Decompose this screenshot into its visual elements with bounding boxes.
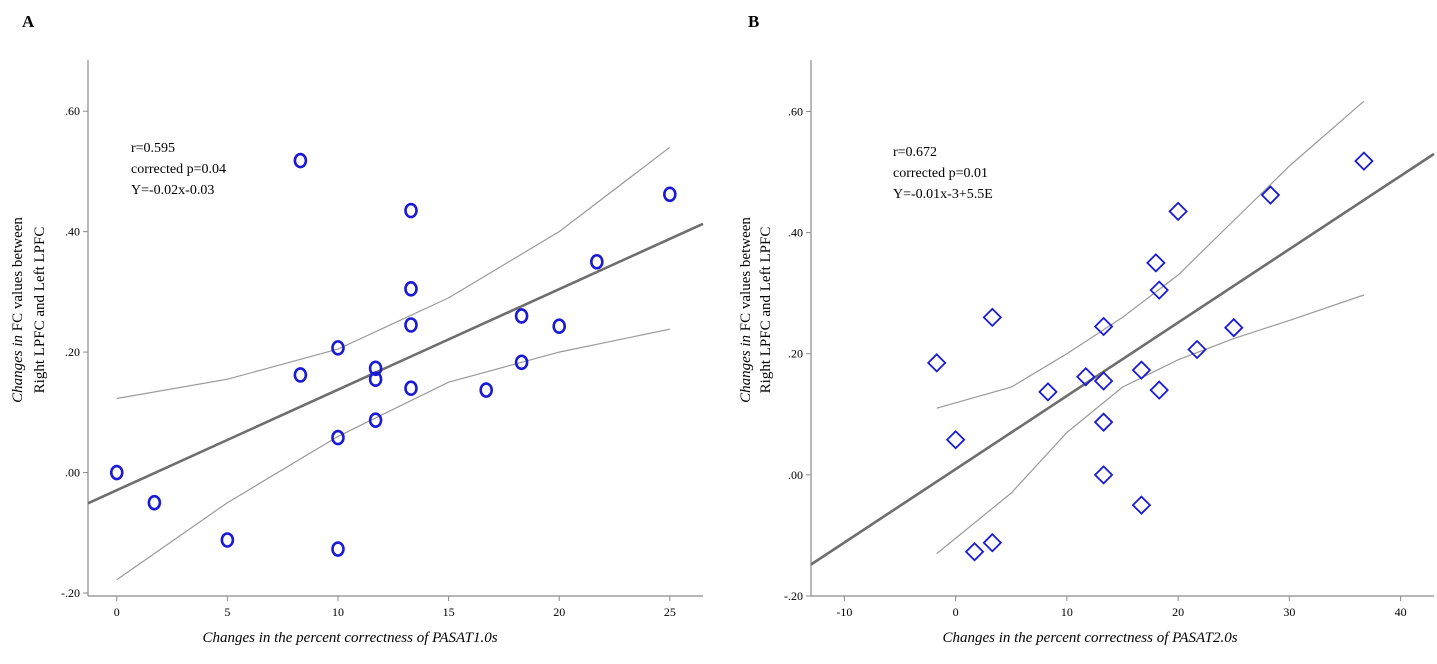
panel-b-data-point — [1131, 495, 1152, 515]
panel-b-y-axis-label-line2: Right LPFC and Left LPFC — [758, 227, 774, 394]
panel-b-ci-upper — [936, 100, 1365, 409]
panel-b-y-tick-label: .60 — [788, 104, 803, 118]
panel-b-data-point — [1149, 380, 1169, 400]
panel-b-data-point — [1149, 280, 1169, 300]
panel-a-y-tick-label: .60 — [65, 104, 80, 118]
panel-b-stat-line: corrected p=0.01 — [893, 166, 988, 181]
panel-a-data-point — [514, 354, 529, 371]
panel-b-data-point — [1146, 253, 1166, 273]
panel-a-y-tick-label: -.20 — [61, 586, 80, 600]
panel-a-data-point — [552, 318, 567, 334]
panel-b-data-point — [1223, 317, 1244, 338]
panel-b-regression-line — [810, 152, 1435, 566]
panel-b-data-point — [945, 429, 966, 450]
panel-b-data-point — [964, 542, 985, 562]
panel-a-data-point — [479, 382, 494, 398]
panel-a-data-point — [663, 186, 677, 203]
panel-label-b: B — [748, 12, 760, 31]
panel-b-data-point — [1131, 360, 1152, 380]
panel-b-data-point — [982, 532, 1003, 553]
panel-a-data-point — [404, 202, 418, 219]
panel-b-stat-line: r=0.672 — [893, 145, 937, 160]
panel-a-data-point — [404, 380, 418, 397]
panel-b-data-point — [1093, 412, 1114, 432]
panel-a-x-tick-label: 10 — [332, 605, 344, 619]
panel-a-data-point — [331, 541, 345, 557]
panel-b-data-point — [982, 307, 1003, 328]
panel-b-data-point — [1093, 465, 1114, 485]
panel-b-data-point — [926, 353, 947, 373]
panel-a-data-point — [220, 532, 235, 548]
panel-b-y-tick-label: -.20 — [784, 589, 803, 603]
panel-a-y-tick-label: .40 — [65, 225, 80, 239]
panel-b-data-point — [1354, 151, 1374, 171]
panel-a-x-tick-label: 0 — [114, 605, 120, 619]
panel-a-data-point — [368, 412, 383, 428]
panel-b-y-tick-label: .20 — [788, 347, 803, 361]
panel-a-x-axis-label: Changes in the percent correctness of PA… — [202, 630, 497, 646]
panel-a-data-point — [147, 494, 162, 511]
panel-b-y-tick-label: .40 — [788, 226, 803, 240]
panel-a-data-point — [293, 152, 308, 169]
panel-b-y-tick-label: .00 — [788, 468, 803, 482]
panel-a-ci-upper — [116, 146, 671, 400]
panel-b-x-tick-label: 30 — [1283, 605, 1295, 619]
panel-a-x-tick-label: 20 — [553, 605, 565, 619]
panel-b-ci-lower — [936, 294, 1365, 555]
panel-b-x-tick-label: -10 — [836, 605, 852, 619]
panel-b-data-point — [1038, 382, 1058, 402]
panel-a-data-point — [331, 429, 345, 446]
panel-b-y-axis-label: Changes in FC values between — [738, 217, 754, 403]
panel-label-a: A — [22, 12, 35, 31]
panel-b-stat-line: Y=-0.01x-3+5.5E — [893, 187, 993, 202]
panel-a-data-point — [404, 317, 418, 333]
panel-b-data-point — [1168, 201, 1188, 222]
panel-b-data-point — [1260, 185, 1281, 205]
panel-b-data-point — [1076, 366, 1096, 387]
panel-a-data-point — [514, 308, 529, 324]
panel-b-x-tick-label: 20 — [1172, 605, 1184, 619]
panel-a-x-tick-label: 5 — [224, 605, 230, 619]
panel-a-data-point — [109, 464, 124, 481]
panel-b-x-tick-label: 10 — [1061, 605, 1073, 619]
panel-a-regression-line — [87, 222, 704, 505]
panel-a-y-tick-label: .00 — [65, 466, 80, 480]
panel-a-stat-line: corrected p=0.04 — [131, 162, 226, 177]
panel-a-ci-lower — [116, 328, 670, 581]
panel-b-x-tick-label: 0 — [953, 605, 959, 619]
panel-a-data-point — [368, 371, 383, 387]
panel-b-data-point — [1093, 316, 1114, 337]
panel-a-y-axis-label: Changes in FC values between — [10, 217, 26, 403]
panel-b-x-axis-label: Changes in the percent correctness of PA… — [942, 630, 1237, 646]
panel-a-data-point — [368, 360, 383, 377]
panel-b-x-tick-label: 40 — [1395, 605, 1407, 619]
panel-a-x-tick-label: 15 — [443, 605, 455, 619]
panel-a-data-point — [590, 253, 604, 270]
panel-a-x-tick-label: 25 — [664, 605, 676, 619]
panel-a-data-point — [331, 340, 345, 356]
panel-a-stat-line: r=0.595 — [131, 141, 175, 156]
panel-a-y-axis-label-line2: Right LPFC and Left LPFC — [32, 227, 48, 394]
panel-a-y-tick-label: .20 — [65, 345, 80, 359]
panel-a-data-point — [404, 281, 418, 297]
panel-a-data-point — [293, 367, 308, 383]
panel-a-stat-line: Y=-0.02x-0.03 — [131, 183, 214, 198]
panel-b-data-point — [1093, 371, 1114, 391]
panel-b-data-point — [1187, 339, 1207, 360]
